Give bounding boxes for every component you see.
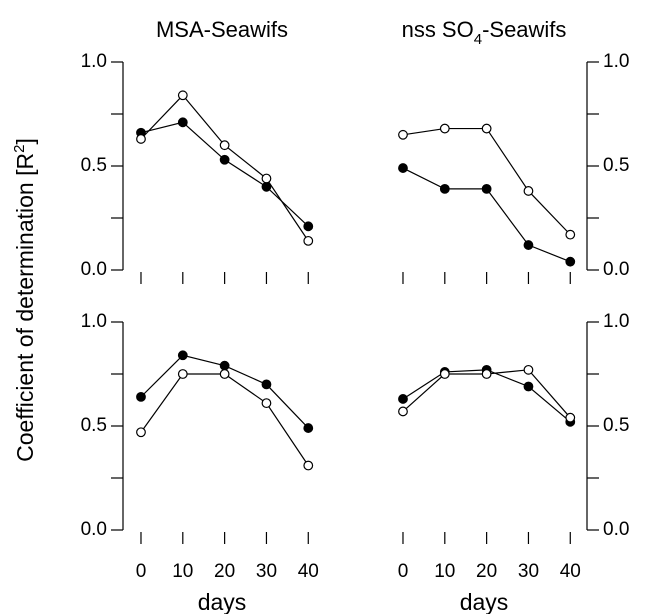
- data-point: [398, 163, 408, 173]
- data-point: [136, 427, 146, 438]
- data-point: [439, 183, 450, 194]
- y-axis-label: Coefficient of determination [R2]: [11, 138, 38, 462]
- series-line: [140, 94, 309, 242]
- data-point: [398, 406, 408, 417]
- data-point: [177, 369, 188, 379]
- data-point: [219, 360, 230, 371]
- data-point: [177, 90, 188, 101]
- x-tick-label: 40: [298, 561, 319, 582]
- series-line: [402, 127, 571, 236]
- data-point: [398, 394, 408, 404]
- data-point: [261, 379, 272, 390]
- data-point: [219, 369, 230, 379]
- panel-title: nss SO4-Seawifs: [402, 17, 567, 48]
- data-point: [303, 423, 314, 433]
- x-tick-label: 30: [518, 561, 539, 582]
- data-point: [439, 369, 450, 379]
- x-tick-label: 40: [560, 561, 581, 582]
- panel-title-part: nss SO: [402, 17, 474, 42]
- y-tick-label: 0.0: [603, 259, 629, 280]
- series-line: [140, 373, 309, 466]
- data-point: [523, 240, 534, 250]
- data-point: [523, 186, 534, 196]
- data-point: [261, 398, 272, 409]
- y-tick-label: 0.5: [81, 155, 107, 176]
- data-point: [481, 183, 492, 194]
- data-point: [177, 350, 188, 361]
- x-tick-label: 10: [434, 561, 455, 582]
- x-axis-label: days: [198, 589, 247, 614]
- data-point: [398, 129, 408, 140]
- x-tick-label: 30: [256, 561, 277, 582]
- series-line: [140, 121, 309, 227]
- data-point: [303, 235, 314, 246]
- data-point: [439, 123, 450, 134]
- x-axis-label: days: [460, 589, 509, 614]
- y-axis-label-part: ]: [12, 138, 38, 144]
- y-tick-label: 0.5: [603, 155, 629, 176]
- data-point: [303, 221, 314, 232]
- y-axis-label-part: 2: [11, 145, 28, 153]
- y-tick-label: 0.0: [81, 519, 107, 540]
- y-tick-label: 0.0: [81, 259, 107, 280]
- data-point: [523, 364, 534, 375]
- y-tick-label: 1.0: [81, 51, 107, 72]
- panel-title-part: 4: [474, 31, 482, 48]
- data-point: [565, 229, 576, 240]
- data-point: [219, 154, 230, 165]
- y-tick-label: 0.5: [603, 415, 629, 436]
- data-point: [303, 460, 314, 471]
- y-tick-label: 1.0: [81, 311, 107, 332]
- data-point: [523, 381, 534, 392]
- series-line: [402, 167, 571, 263]
- data-point: [481, 123, 492, 134]
- y-tick-label: 1.0: [603, 311, 629, 332]
- panel-title-part: MSA-Seawifs: [156, 17, 288, 42]
- y-tick-label: 0.0: [603, 519, 629, 540]
- data-point: [261, 173, 272, 184]
- data-point: [219, 140, 230, 151]
- x-tick-label: 0: [136, 561, 147, 582]
- y-tick-label: 1.0: [603, 51, 629, 72]
- x-tick-label: 0: [398, 561, 409, 582]
- data-point: [136, 134, 146, 144]
- x-tick-label: 20: [214, 561, 235, 582]
- panel-title: MSA-Seawifs: [156, 17, 288, 42]
- data-point: [177, 117, 188, 128]
- data-point: [261, 181, 272, 192]
- y-axis-label-part: Coefficient of determination [R: [12, 153, 38, 462]
- data-point: [481, 369, 492, 379]
- data-point: [565, 412, 576, 423]
- x-tick-label: 20: [476, 561, 497, 582]
- data-point: [136, 391, 146, 402]
- data-point: [565, 256, 576, 267]
- y-tick-label: 0.5: [81, 415, 107, 436]
- x-tick-label: 10: [172, 561, 193, 582]
- panel-title-part: -Seawifs: [482, 17, 566, 42]
